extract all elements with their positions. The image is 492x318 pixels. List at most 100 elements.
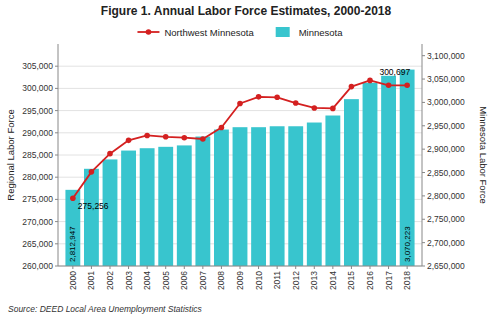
bar [251, 127, 266, 266]
point [126, 138, 132, 144]
x-tick [407, 266, 408, 269]
x-tick-label: 2004 [142, 271, 152, 290]
x-tick [91, 266, 92, 269]
bar [103, 159, 118, 266]
point-label: 275,256 [78, 201, 109, 211]
x-tick [202, 266, 203, 269]
y2-tick-label: 2,950,000 [427, 121, 465, 131]
y-tick-label: 300,000 [22, 83, 53, 93]
legend-label: Northwest Minnesota [164, 27, 254, 38]
y2-tick [422, 242, 425, 243]
y2-tick-label: 2,900,000 [427, 144, 465, 154]
legend-marker [146, 29, 152, 35]
x-tick [332, 266, 333, 269]
source: Source: DEED Local Area Unemployment Sta… [8, 304, 203, 314]
bar [214, 130, 229, 266]
y2-tick [422, 172, 425, 173]
y-axis-label: Regional Labor Force [5, 109, 16, 200]
legend-swatch [276, 27, 290, 37]
y2-axis-label: Minnesota Labor Force [478, 106, 489, 204]
point [330, 106, 336, 112]
chart: Figure 1. Annual Labor Force Estimates, … [0, 0, 492, 318]
y-tick [55, 66, 58, 67]
y-tick-label: 270,000 [22, 217, 53, 227]
point [144, 133, 150, 139]
line [73, 80, 407, 198]
x-tick [277, 266, 278, 269]
x-tick [295, 266, 296, 269]
bar [381, 76, 396, 266]
y2-tick-label: 2,850,000 [427, 168, 465, 178]
y-tick [55, 221, 58, 222]
x-tick-label: 2007 [198, 271, 208, 290]
x-tick-label: 2010 [254, 271, 264, 290]
point [107, 151, 113, 157]
x-tick [370, 266, 371, 269]
y2-tick-label: 3,100,000 [427, 51, 465, 61]
title: Figure 1. Annual Labor Force Estimates, … [101, 4, 392, 18]
x-tick-label: 2009 [235, 271, 245, 290]
grid-line [58, 66, 422, 67]
x-tick-label: 2012 [291, 271, 301, 290]
x-tick-label: 2000 [68, 271, 78, 290]
y2-axis-line [422, 44, 423, 266]
x-tick [128, 266, 129, 269]
y-tick [55, 177, 58, 178]
x-tick [184, 266, 185, 269]
bar [400, 70, 415, 266]
y2-tick [422, 266, 425, 267]
y-tick-label: 260,000 [22, 261, 53, 271]
x-tick-label: 2003 [124, 271, 134, 290]
x-tick [110, 266, 111, 269]
bar [270, 126, 285, 266]
x-tick [258, 266, 259, 269]
x-tick-label: 2005 [161, 271, 171, 290]
y-tick-label: 275,000 [22, 194, 53, 204]
bar [177, 145, 192, 266]
x-tick [221, 266, 222, 269]
y2-tick-label: 3,050,000 [427, 74, 465, 84]
x-tick [240, 266, 241, 269]
bar [344, 99, 359, 266]
x-tick-label: 2006 [179, 271, 189, 290]
x-tick-label: 2018 [402, 271, 412, 290]
legend-label: Minnesota [299, 27, 344, 38]
y2-tick [422, 219, 425, 220]
x-tick-label: 2016 [365, 271, 375, 290]
x-tick-label: 2017 [384, 271, 394, 290]
x-tick [147, 266, 148, 269]
x-tick-label: 2008 [216, 271, 226, 290]
bar [195, 137, 210, 266]
point [219, 125, 225, 131]
y-tick-label: 285,000 [22, 150, 53, 160]
bar [288, 126, 303, 266]
bar-label: 2,812,947 [68, 226, 77, 262]
bar [158, 147, 173, 266]
point [349, 84, 355, 90]
y-tick [55, 132, 58, 133]
point [293, 100, 299, 106]
x-tick [165, 266, 166, 269]
x-tick-label: 2001 [86, 271, 96, 290]
point [367, 78, 373, 84]
y-tick-label: 295,000 [22, 106, 53, 116]
bar [363, 83, 378, 266]
y-tick [55, 199, 58, 200]
y-tick-label: 265,000 [22, 239, 53, 249]
x-tick-label: 2015 [346, 271, 356, 290]
x-tick [72, 266, 73, 269]
x-tick [351, 266, 352, 269]
y2-tick-label: 2,750,000 [427, 214, 465, 224]
y2-tick [422, 149, 425, 150]
point [311, 105, 317, 111]
point [237, 101, 243, 107]
point [404, 83, 410, 89]
x-tick [314, 266, 315, 269]
y-tick [55, 110, 58, 111]
legend: Northwest Minnesota Minnesota [137, 27, 343, 38]
bar [84, 169, 99, 266]
y-tick [55, 243, 58, 244]
point [256, 94, 262, 100]
bar [307, 123, 322, 266]
point [200, 136, 206, 142]
